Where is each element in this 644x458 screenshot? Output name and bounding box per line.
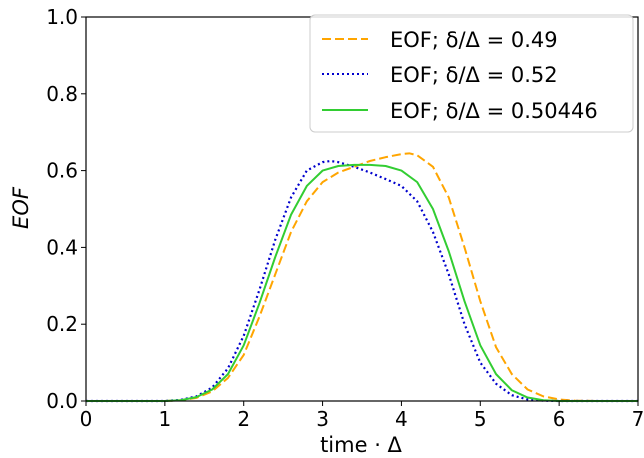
y-tick-label-5: 1.0 — [46, 5, 78, 29]
series-line-3 — [86, 163, 638, 402]
x-tick-label-7: 7 — [632, 407, 644, 431]
legend: EOF; δ/Δ = 0.49 EOF; δ/Δ = 0.52 EOF; δ/Δ… — [309, 14, 634, 133]
x-tick-label-5: 5 — [474, 407, 487, 431]
y-tick-label-1: 0.2 — [46, 312, 78, 336]
y-tick-label-3: 0.6 — [46, 159, 78, 183]
legend-box — [309, 14, 634, 133]
y-tick-label-4: 0.8 — [46, 82, 78, 106]
y-axis-label: EOF — [9, 186, 33, 229]
y-tick-label-2: 0.4 — [46, 235, 78, 259]
x-tick-label-3: 3 — [316, 407, 329, 431]
x-tick-label-6: 6 — [553, 407, 566, 431]
legend-label-1: EOF; δ/Δ = 0.49 — [390, 28, 558, 52]
legend-label-2: EOF; δ/Δ = 0.52 — [390, 63, 558, 87]
series-line-2 — [86, 159, 638, 403]
axes: 0 1 2 3 4 5 6 7 0.0 0.2 0.4 0.6 0.8 1.0 — [46, 5, 644, 431]
x-tick-label-2: 2 — [237, 407, 250, 431]
y-tick-label-0: 0.0 — [46, 389, 78, 413]
x-tick-label-4: 4 — [395, 407, 408, 431]
plot-area — [86, 152, 638, 403]
legend-label-3: EOF; δ/Δ = 0.50446 — [390, 99, 598, 123]
x-axis-label: time · Δ — [320, 433, 402, 457]
x-tick-label-0: 0 — [80, 407, 93, 431]
series-line-1 — [86, 152, 638, 402]
x-tick-label-1: 1 — [158, 407, 171, 431]
